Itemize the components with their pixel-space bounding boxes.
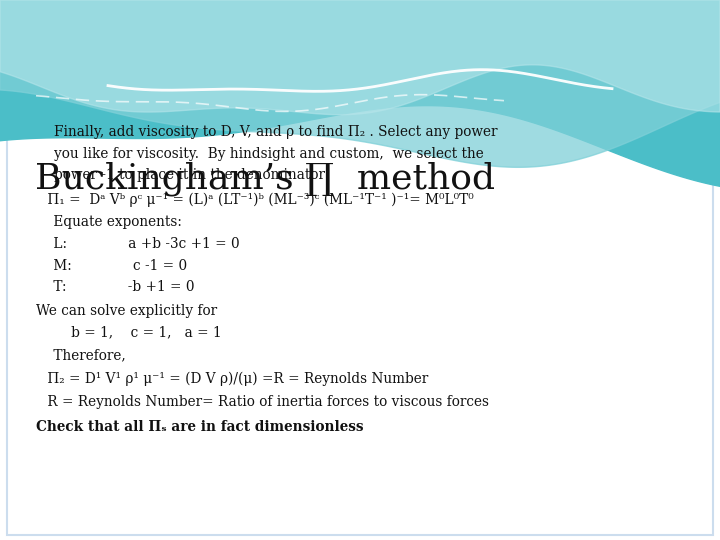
Text: b = 1,    c = 1,   a = 1: b = 1, c = 1, a = 1 xyxy=(58,325,221,339)
Text: T:              -b +1 = 0: T: -b +1 = 0 xyxy=(49,280,194,294)
Text: L:              a +b -3c +1 = 0: L: a +b -3c +1 = 0 xyxy=(49,237,240,251)
Text: Π₁ =  Dᵃ Vᵇ ρᶜ μ⁻¹ = (L)ᵃ (LT⁻¹)ᵇ (ML⁻³)ᶜ (ML⁻¹T⁻¹ )⁻¹= M⁰L⁰T⁰: Π₁ = Dᵃ Vᵇ ρᶜ μ⁻¹ = (L)ᵃ (LT⁻¹)ᵇ (ML⁻³)ᶜ… xyxy=(43,193,474,207)
Text: M:              c -1 = 0: M: c -1 = 0 xyxy=(49,259,187,273)
Text: Π₂ = D¹ V¹ ρ¹ μ⁻¹ = (D V ρ)/(μ) =R = Reynolds Number: Π₂ = D¹ V¹ ρ¹ μ⁻¹ = (D V ρ)/(μ) =R = Rey… xyxy=(43,372,428,386)
FancyBboxPatch shape xyxy=(7,5,713,535)
Text: R = Reynolds Number= Ratio of inertia forces to viscous forces: R = Reynolds Number= Ratio of inertia fo… xyxy=(43,395,489,409)
Text: Therefore,: Therefore, xyxy=(49,348,126,362)
Text: Finally, add viscosity to D, V, and ρ to find Π₂ . Select any power: Finally, add viscosity to D, V, and ρ to… xyxy=(54,125,498,139)
Text: you like for viscosity.  By hindsight and custom,  we select the: you like for viscosity. By hindsight and… xyxy=(54,147,484,161)
Text: We can solve explicitly for: We can solve explicitly for xyxy=(36,303,217,318)
Text: Check that all Πₛ are in fact dimensionless: Check that all Πₛ are in fact dimensionl… xyxy=(36,420,364,434)
Text: Equate exponents:: Equate exponents: xyxy=(49,215,182,230)
Text: power -1 to place it in the denominator: power -1 to place it in the denominator xyxy=(54,168,325,183)
Text: Buckingham’s ∏  method: Buckingham’s ∏ method xyxy=(35,162,495,197)
